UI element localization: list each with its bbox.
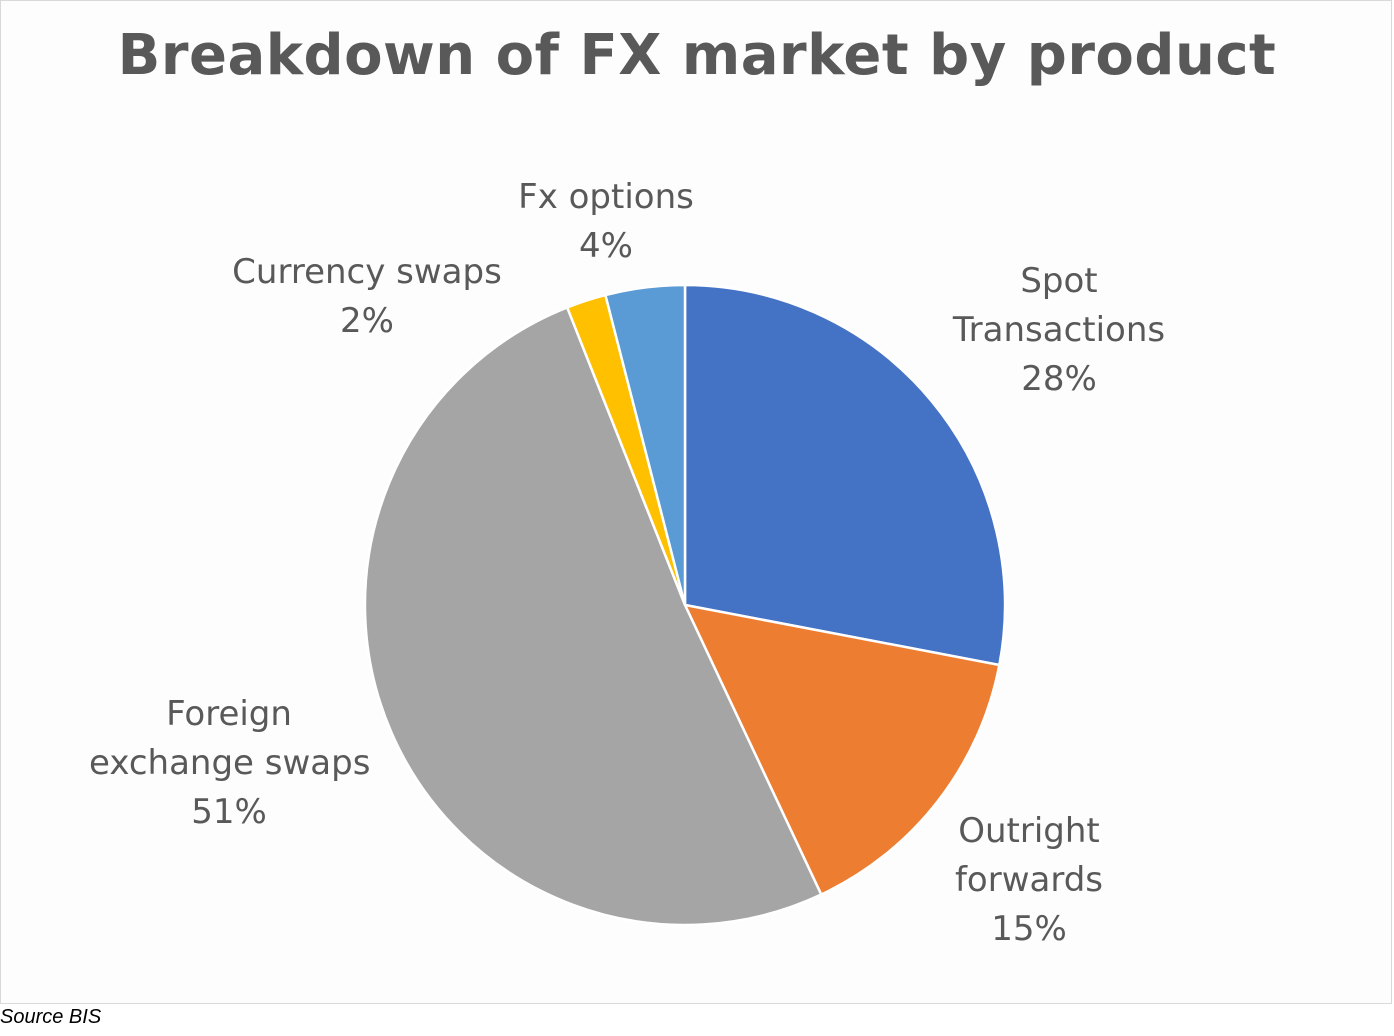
label-line: Fx options <box>518 177 694 217</box>
label-value: 4% <box>579 226 633 266</box>
pie-slice-foreign-exchange-swaps <box>363 306 823 927</box>
chart-frame: Breakdown of FX market by product Spot T… <box>0 0 1392 1004</box>
source-note: Source BIS <box>0 1006 102 1028</box>
label-line: Spot <box>1020 261 1098 301</box>
label-value: 28% <box>1021 359 1097 399</box>
label-spot-transactions: Spot Transactions 28% <box>941 257 1177 404</box>
label-line: Currency swaps <box>232 252 502 292</box>
label-line: exchange swaps <box>89 743 371 783</box>
pie-slice-outright-forwards <box>683 603 1001 896</box>
pie-slice-spot-transactions <box>683 283 1007 667</box>
label-line: Foreign <box>166 694 292 734</box>
label-line: Outright <box>958 811 1100 851</box>
label-line: forwards <box>954 860 1104 900</box>
label-currency-swaps: Currency swaps 2% <box>227 248 507 346</box>
label-foreign-exchange-swaps: Foreign exchange swaps 51% <box>89 690 371 837</box>
label-fx-options: Fx options 4% <box>501 173 711 271</box>
label-value: 2% <box>340 301 394 341</box>
label-line: Transactions <box>952 310 1166 350</box>
pie-chart <box>363 283 1007 927</box>
label-value: 15% <box>991 909 1067 949</box>
pie-slice-fx-options <box>604 283 687 607</box>
label-outright-forwards: Outright forwards 15% <box>921 807 1137 954</box>
chart-title: Breakdown of FX market by product <box>117 23 1277 88</box>
label-value: 51% <box>191 792 267 832</box>
